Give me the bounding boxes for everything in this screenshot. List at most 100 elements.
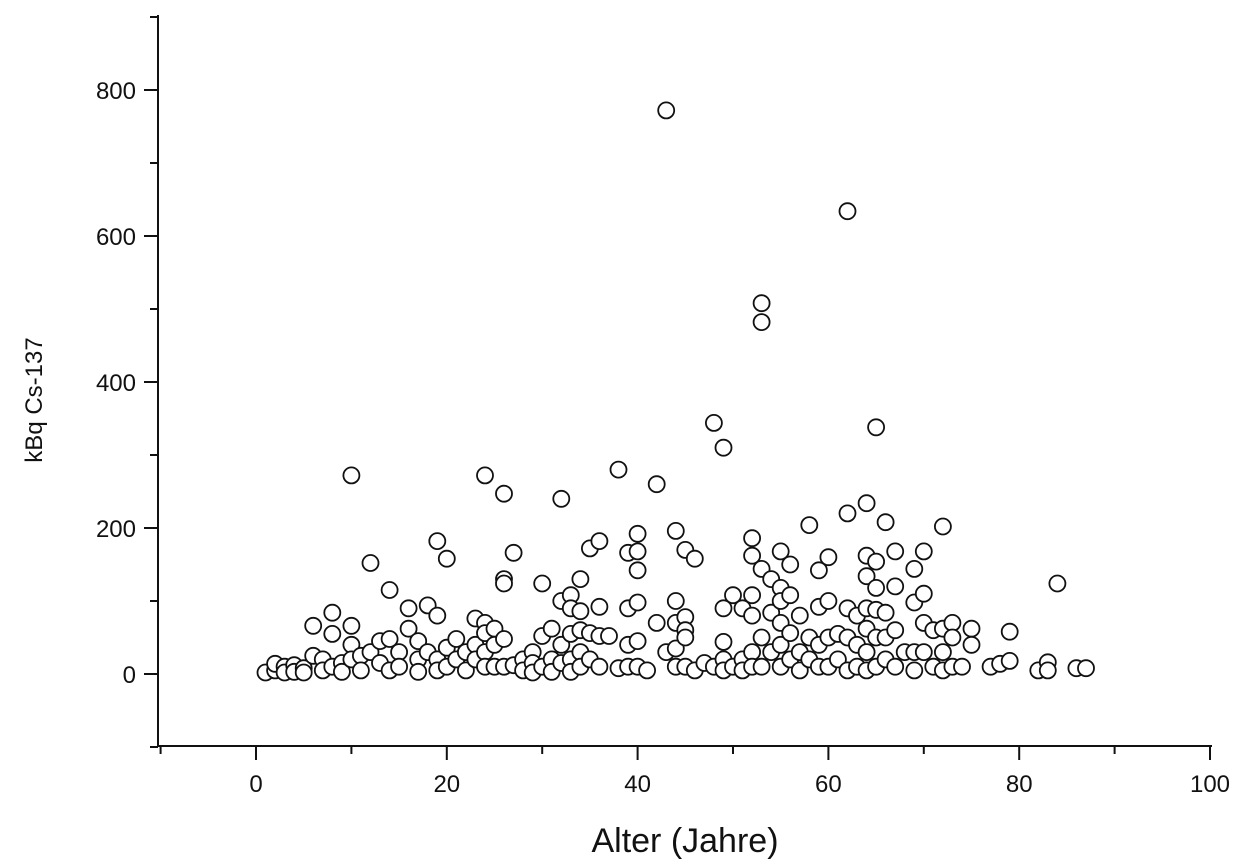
y-tick-label: 600 <box>96 224 136 251</box>
data-point <box>829 650 847 669</box>
data-point <box>628 542 647 561</box>
data-point <box>943 614 962 632</box>
data-point <box>752 657 771 676</box>
data-point <box>628 561 647 580</box>
data-point <box>495 574 513 593</box>
data-point <box>676 628 695 647</box>
data-point <box>533 574 552 593</box>
data-point <box>714 438 733 457</box>
data-point <box>342 616 361 635</box>
data-point <box>628 524 647 543</box>
data-point <box>666 639 685 658</box>
data-point <box>810 561 828 580</box>
y-axis-title: kBq Cs-137 <box>21 337 48 462</box>
data-point <box>886 577 905 596</box>
data-point <box>705 413 723 432</box>
data-point <box>790 606 809 625</box>
data-point <box>447 630 466 648</box>
data-point <box>657 101 676 120</box>
data-point <box>781 624 800 642</box>
data-point <box>638 661 656 680</box>
data-point <box>838 202 857 221</box>
data-points <box>256 101 1095 682</box>
data-point <box>647 614 666 632</box>
data-point <box>867 552 885 571</box>
data-point <box>876 603 895 622</box>
data-point <box>590 532 609 550</box>
x-tick-label: 0 <box>249 771 262 798</box>
data-point <box>342 466 361 485</box>
data-point <box>953 657 971 676</box>
x-tick-label: 60 <box>815 771 842 798</box>
data-point <box>752 294 771 313</box>
data-point <box>857 567 876 586</box>
data-point <box>456 661 475 680</box>
data-point <box>428 532 447 550</box>
data-point <box>962 635 981 654</box>
data-point <box>399 599 418 618</box>
data-point <box>1077 659 1095 678</box>
data-point <box>1038 661 1057 680</box>
data-point <box>685 549 704 568</box>
x-tick-label: 100 <box>1190 771 1230 798</box>
x-axis-title: Alter (Jahre) <box>591 822 778 860</box>
y-tick-label: 0 <box>123 662 136 689</box>
data-point <box>714 633 733 651</box>
data-point <box>781 586 800 605</box>
data-point <box>390 643 409 661</box>
data-point <box>304 616 323 635</box>
data-point <box>380 581 399 599</box>
data-point <box>409 662 428 681</box>
data-point <box>1000 652 1019 670</box>
data-point <box>876 513 895 532</box>
data-point <box>552 489 571 508</box>
data-point <box>743 546 761 565</box>
data-point <box>409 632 428 650</box>
data-point <box>771 635 790 654</box>
data-point <box>1000 622 1019 641</box>
y-tick-label: 800 <box>96 78 136 105</box>
data-point <box>943 628 962 647</box>
data-point <box>495 484 513 503</box>
data-point <box>819 548 838 567</box>
data-point <box>590 597 609 616</box>
data-point <box>390 657 409 676</box>
data-point <box>332 662 351 681</box>
data-point <box>857 494 876 513</box>
data-point <box>437 549 456 568</box>
data-point <box>914 542 933 561</box>
data-point <box>905 661 924 680</box>
data-point <box>905 560 924 578</box>
data-point <box>914 643 933 661</box>
data-point <box>771 542 790 561</box>
data-point <box>800 516 819 534</box>
data-point <box>962 619 981 638</box>
data-point <box>886 621 905 640</box>
data-point <box>323 625 342 643</box>
data-point <box>666 592 685 610</box>
data-point <box>819 592 838 610</box>
data-point <box>724 586 742 605</box>
data-point <box>857 643 876 661</box>
axis-ticks: 0 20 40 60 80 100 0 200 400 600 800 <box>96 16 1230 798</box>
data-point <box>934 517 952 536</box>
data-point <box>504 543 523 562</box>
data-point <box>867 579 885 597</box>
data-point <box>351 661 370 680</box>
x-tick-label: 80 <box>1006 771 1033 798</box>
data-point <box>666 522 685 540</box>
data-point <box>743 643 761 661</box>
data-point <box>743 606 761 625</box>
y-tick-label: 200 <box>96 516 136 543</box>
data-point <box>571 570 590 588</box>
data-point <box>752 313 771 332</box>
data-point <box>542 619 561 638</box>
data-point <box>886 657 905 676</box>
x-tick-label: 40 <box>624 771 651 798</box>
data-point <box>590 657 609 676</box>
data-point <box>743 529 761 548</box>
data-point <box>934 643 952 661</box>
data-point <box>867 418 885 437</box>
y-tick-label: 400 <box>96 370 136 397</box>
